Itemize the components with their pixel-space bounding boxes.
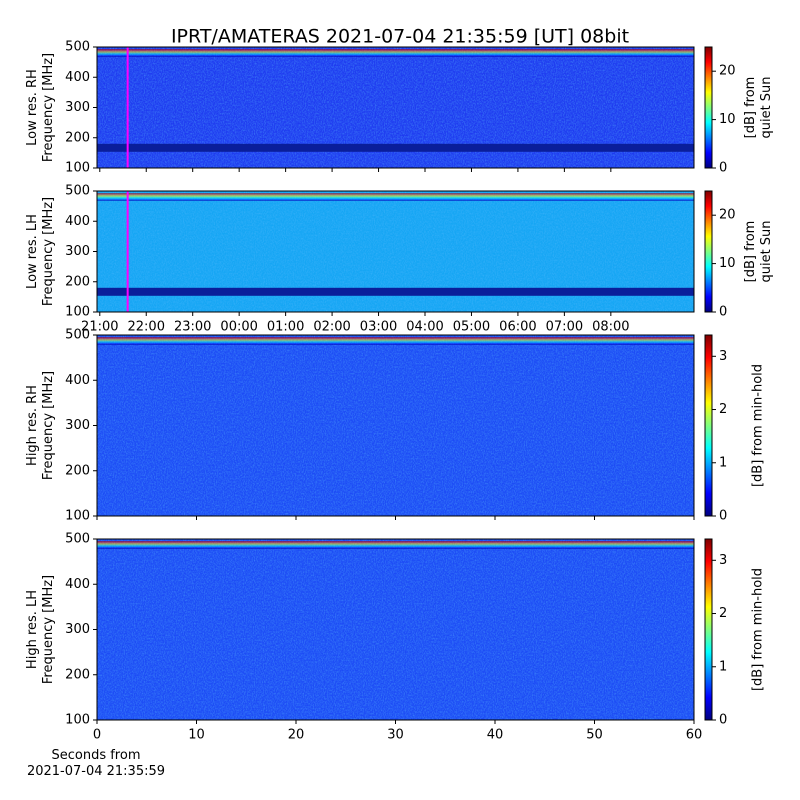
colorbar-label: [dB] from min-hold xyxy=(751,568,766,691)
spectrogram-low-band xyxy=(97,143,694,152)
colorbar-tick-label: 3 xyxy=(719,349,727,364)
colorbar-label: [dB] from min-hold xyxy=(751,364,766,487)
y-tick-label: 200 xyxy=(65,463,90,478)
colorbar-tick-label: 0 xyxy=(719,161,727,176)
spectrogram-top-band xyxy=(97,337,694,345)
colorbar-tick-label: 20 xyxy=(719,208,736,223)
colorbar-tick-label: 0 xyxy=(719,305,727,320)
y-tick-label: 200 xyxy=(65,274,90,289)
colorbar xyxy=(705,539,712,720)
x-axis-label: Seconds from 2021-07-04 21:35:59 xyxy=(27,748,165,779)
y-tick-label: 100 xyxy=(65,161,90,176)
y-tick-label: 300 xyxy=(65,244,90,259)
colorbar-frame xyxy=(704,46,713,169)
colorbar-tick-label: 0 xyxy=(719,713,727,728)
colorbar-frame xyxy=(704,538,713,721)
x-tick-label: 60 xyxy=(686,728,703,743)
x-tick-label: 01:00 xyxy=(267,320,304,335)
spectrogram-noise xyxy=(97,335,694,516)
y-tick-label: 300 xyxy=(65,100,90,115)
y-axis-label: High res. LHFrequency [MHz] xyxy=(25,575,56,684)
colorbar-tick-label: 2 xyxy=(719,402,727,417)
y-tick-label: 200 xyxy=(65,667,90,682)
y-axis-label: High res. RHFrequency [MHz] xyxy=(25,371,56,480)
x-tick-label: 07:00 xyxy=(546,320,583,335)
x-tick-label: 04:00 xyxy=(406,320,443,335)
x-tick-label: 21:00 xyxy=(81,320,118,335)
x-tick-label: 20 xyxy=(288,728,305,743)
y-tick-label: 100 xyxy=(65,509,90,524)
x-tick-label: 03:00 xyxy=(360,320,397,335)
y-tick-label: 400 xyxy=(65,373,90,388)
figure-title: IPRT/AMATERAS 2021-07-04 21:35:59 [UT] 0… xyxy=(171,26,629,48)
y-tick-label: 100 xyxy=(65,305,90,320)
x-tick-label: 08:00 xyxy=(592,320,629,335)
colorbar xyxy=(705,47,712,168)
x-tick-label: 40 xyxy=(487,728,504,743)
colorbar-tick-label: 1 xyxy=(719,455,727,470)
colorbar-tick-label: 0 xyxy=(719,509,727,524)
y-axis-label: Low res. RHFrequency [MHz] xyxy=(25,53,56,162)
x-tick-label: 22:00 xyxy=(128,320,165,335)
colorbar xyxy=(705,335,712,516)
colorbar-frame xyxy=(704,190,713,313)
x-tick-label: 50 xyxy=(586,728,603,743)
colorbar-tick-label: 10 xyxy=(719,256,736,271)
y-tick-label: 300 xyxy=(65,622,90,637)
colorbar-tick-label: 10 xyxy=(719,112,736,127)
colorbar-tick-label: 1 xyxy=(719,659,727,674)
y-tick-label: 500 xyxy=(65,184,90,199)
colorbar-label: [dB] fromquiet Sun xyxy=(743,220,774,282)
y-tick-label: 400 xyxy=(65,214,90,229)
y-tick-label: 200 xyxy=(65,130,90,145)
spectrogram-top-band xyxy=(97,193,694,201)
spectrogram-top-band xyxy=(97,49,694,57)
y-tick-label: 500 xyxy=(65,40,90,55)
y-tick-label: 500 xyxy=(65,532,90,547)
x-tick-label: 05:00 xyxy=(453,320,490,335)
spectrogram-low-band xyxy=(97,287,694,296)
y-tick-label: 500 xyxy=(65,328,90,343)
x-tick-label: 10 xyxy=(188,728,205,743)
x-tick-label: 0 xyxy=(93,728,101,743)
y-tick-label: 400 xyxy=(65,70,90,85)
x-tick-label: 23:00 xyxy=(174,320,211,335)
y-tick-label: 100 xyxy=(65,713,90,728)
x-tick-label: 02:00 xyxy=(313,320,350,335)
colorbar-tick-label: 3 xyxy=(719,553,727,568)
colorbar-label: [dB] fromquiet Sun xyxy=(743,76,774,138)
spectrogram-top-band xyxy=(97,541,694,549)
x-tick-label: 06:00 xyxy=(499,320,536,335)
y-tick-label: 400 xyxy=(65,577,90,592)
colorbar xyxy=(705,191,712,312)
colorbar-tick-label: 20 xyxy=(719,64,736,79)
y-tick-label: 300 xyxy=(65,418,90,433)
y-axis-label: Low res. LHFrequency [MHz] xyxy=(25,197,56,306)
colorbar-tick-label: 2 xyxy=(719,606,727,621)
colorbar-frame xyxy=(704,334,713,517)
x-tick-label: 00:00 xyxy=(220,320,257,335)
x-tick-label: 30 xyxy=(387,728,404,743)
spectrogram-noise xyxy=(97,539,694,720)
